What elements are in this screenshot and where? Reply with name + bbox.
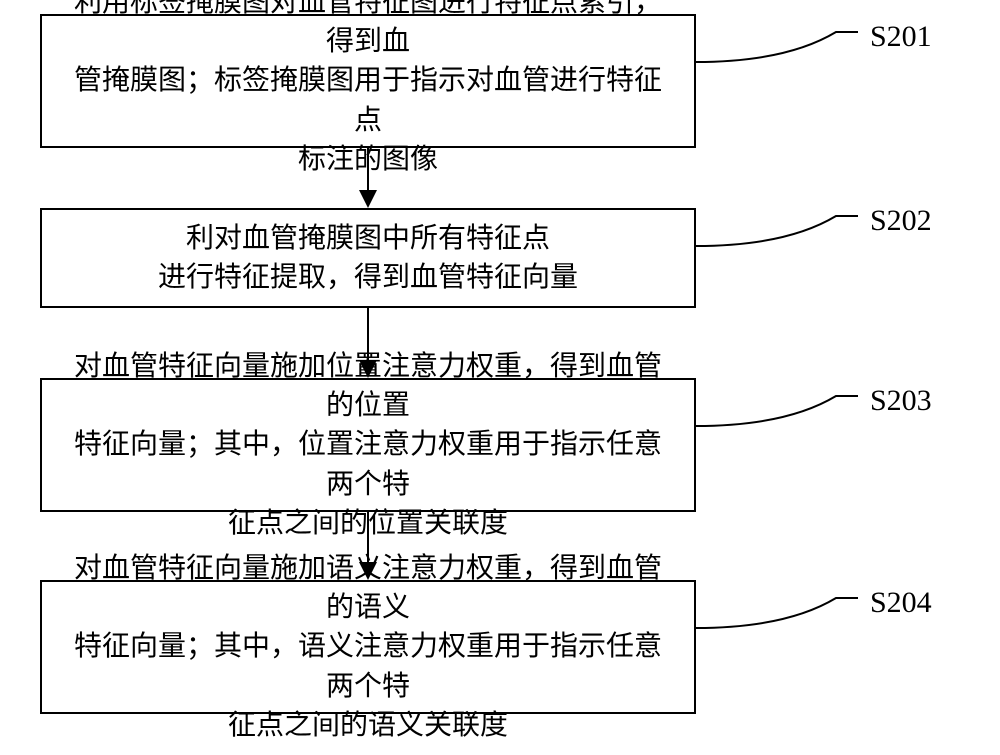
arrow-s203-s204 [367, 512, 369, 578]
leader-line-s204 [696, 596, 860, 646]
step-box-s203: 对血管特征向量施加位置注意力权重，得到血管的位置 特征向量；其中，位置注意力权重… [40, 378, 696, 512]
step-label-s201: S201 [870, 20, 932, 54]
arrow-s202-s203 [367, 308, 369, 376]
step-label-s203: S203 [870, 384, 932, 418]
step-label-s202: S202 [870, 204, 932, 238]
arrow-s201-s202 [367, 148, 369, 206]
leader-line-s203 [696, 394, 860, 444]
leader-line-s202 [696, 214, 860, 264]
step-text-s202: 利对血管掩膜图中所有特征点 进行特征提取，得到血管特征向量 [158, 219, 578, 297]
leader-line-s201 [696, 30, 860, 80]
step-label-s204: S204 [870, 586, 932, 620]
step-box-s204: 对血管特征向量施加语义注意力权重，得到血管的语义 特征向量；其中，语义注意力权重… [40, 580, 696, 714]
step-box-s201: 利用标签掩膜图对血管特征图进行特征点索引，得到血 管掩膜图；标签掩膜图用于指示对… [40, 14, 696, 148]
step-box-s202: 利对血管掩膜图中所有特征点 进行特征提取，得到血管特征向量 [40, 208, 696, 308]
